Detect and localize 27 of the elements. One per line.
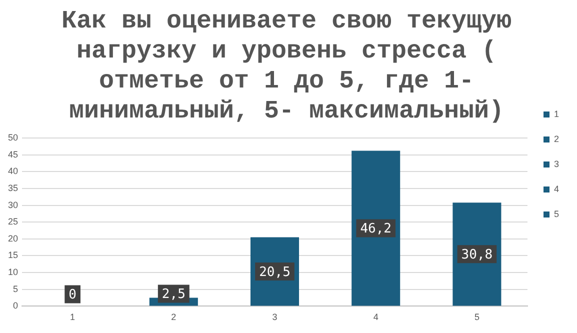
y-tick-label: 35 [8, 182, 18, 193]
legend-label: 2 [554, 134, 560, 144]
y-tick-label: 30 [8, 200, 18, 210]
y-tick-label: 20 [8, 233, 18, 244]
legend-label: 3 [554, 158, 560, 169]
y-tick-label: 45 [8, 149, 18, 160]
y-tick-label: 5 [12, 284, 18, 294]
x-tick-label: 3 [272, 312, 278, 322]
y-tick-label: 10 [8, 267, 18, 278]
y-tick-label: 50 [8, 132, 18, 142]
x-tick-label: 4 [373, 312, 378, 322]
data-label: 0 [68, 288, 76, 303]
y-tick-label: 25 [8, 216, 18, 227]
data-label: 20,5 [259, 264, 290, 280]
y-tick-label: 15 [8, 250, 18, 260]
data-label: 30,8 [461, 248, 493, 263]
legend-label: 5 [554, 208, 560, 219]
legend-label: 4 [554, 184, 560, 194]
data-label: 2,5 [162, 287, 186, 302]
x-tick-label: 2 [171, 312, 176, 322]
x-tick-label: 5 [474, 312, 480, 322]
y-tick-label: 0 [12, 300, 18, 311]
data-label: 46,2 [360, 222, 392, 237]
x-tick-label: 1 [70, 312, 76, 322]
legend-label: 1 [554, 108, 560, 119]
y-tick-label: 40 [8, 166, 18, 176]
chart-title: Как вы оцениваете свою текущую нагрузку и уровень стресса ( отметье от 1 до 5, где 1- минимальный, 5- максимальный) [61, 6, 512, 126]
